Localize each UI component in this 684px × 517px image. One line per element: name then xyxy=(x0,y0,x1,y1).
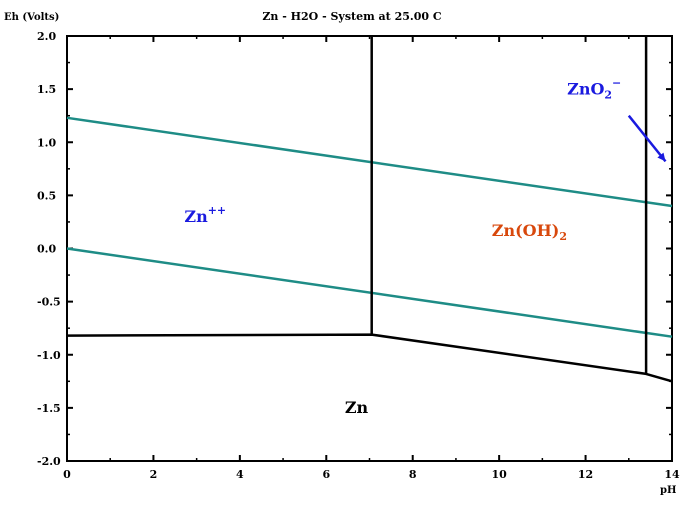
y-tick-label: 1.5 xyxy=(37,83,56,96)
series-line-3 xyxy=(66,333,673,383)
arrow-head xyxy=(657,152,666,162)
x-tick-label: 6 xyxy=(322,468,330,481)
y-tick-label: 1.0 xyxy=(37,136,56,149)
y-tick-label: 0.5 xyxy=(37,189,56,202)
labels-layer: Zn++ Zn(OH)2 ZnO2− Zn xyxy=(184,76,621,417)
region-label-zn-oh-2: Zn(OH)2 xyxy=(492,221,567,243)
x-axis-label: pH xyxy=(660,485,676,496)
x-tick-label: 14 xyxy=(664,468,680,481)
x-tick-label: 12 xyxy=(578,468,593,481)
region-label-zn: Zn xyxy=(345,398,369,417)
x-tick-label: 8 xyxy=(409,468,417,481)
y-tick-label: -0.5 xyxy=(37,296,61,309)
y-tick-label: 0.0 xyxy=(37,243,56,256)
x-tick-label: 2 xyxy=(150,468,158,481)
series-line-2 xyxy=(66,247,673,338)
y-tick-label: 2.0 xyxy=(37,30,56,43)
x-tick-label: 4 xyxy=(236,468,244,481)
region-label-zno2-: ZnO2− xyxy=(567,76,621,101)
chart-title: Zn - H2O - System at 25.00 C xyxy=(262,10,441,23)
plot-frame xyxy=(66,35,673,462)
y-tick-label: -1.5 xyxy=(37,402,61,415)
region-label-zn-: Zn++ xyxy=(184,204,226,226)
arrow-line xyxy=(627,114,667,163)
y-tick-label: -2.0 xyxy=(37,455,61,468)
x-tick-label: 0 xyxy=(63,468,71,481)
y-tick-label: -1.0 xyxy=(37,349,61,362)
series-layer xyxy=(66,36,673,383)
series-line-1 xyxy=(66,116,673,208)
x-tick-label: 10 xyxy=(491,468,507,481)
ticks: 0 2 4 6 8 10 12 14 2.0 1.5 1.0 0.5 0.0 -0.5 -1.0 -1.5 -2… xyxy=(37,30,680,481)
y-axis-label: Eh (Volts) xyxy=(4,12,59,23)
